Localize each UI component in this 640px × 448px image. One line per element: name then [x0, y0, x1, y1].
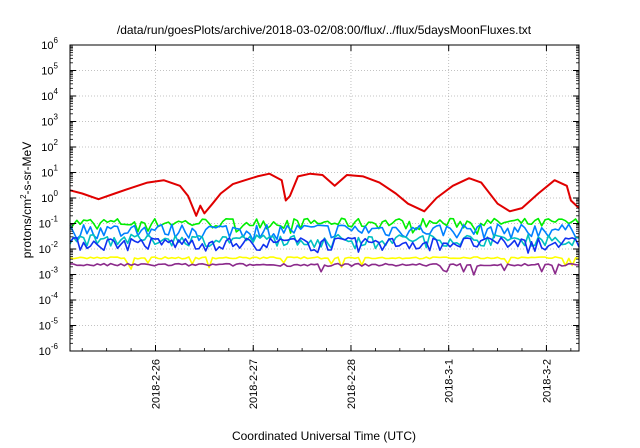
- y-tick-label: 10-4: [39, 291, 59, 307]
- y-tick-base: 10: [39, 244, 51, 256]
- y-tick-exp: 3: [54, 113, 59, 122]
- y-tick-base: 10: [39, 270, 51, 282]
- y-axis-label: protons/cm2-s-sr-MeV: [19, 142, 34, 258]
- x-tick-label: 2018-3-1: [444, 359, 456, 403]
- y-tick-exp: 6: [54, 36, 59, 45]
- y-axis-label-part2: -s-sr-MeV: [20, 142, 34, 195]
- y-tick-label: 105: [41, 62, 58, 78]
- y-tick-base: 10: [39, 219, 51, 231]
- y-tick-exp: 0: [54, 189, 59, 198]
- y-tick-exp: -3: [51, 266, 59, 275]
- series-line-5: [69, 256, 580, 270]
- x-tick-label: 2018-2-26: [151, 359, 163, 409]
- y-tick-label: 10-6: [39, 342, 59, 358]
- y-tick-base: 10: [41, 193, 53, 205]
- series-line-4: [69, 236, 580, 254]
- y-tick-exp: 5: [54, 62, 59, 71]
- series-line-0: [69, 172, 580, 217]
- y-tick-exp: -4: [51, 291, 59, 300]
- x-axis-ticks: 2018-2-26 2018-2-27 2018-2-28 2018-3-1 2018-…: [81, 45, 572, 409]
- y-tick-label: 10-1: [39, 215, 59, 231]
- y-tick-base: 10: [39, 295, 51, 307]
- y-tick-exp: -2: [51, 240, 59, 249]
- y-tick-exp: 2: [54, 138, 59, 147]
- y-tick-label: 10-2: [39, 240, 59, 256]
- grid-lines: [70, 45, 579, 351]
- series-line-6: [69, 262, 580, 276]
- x-tick-label: 2018-2-27: [248, 359, 260, 409]
- y-tick-exp: -1: [51, 215, 59, 224]
- y-tick-base: 10: [41, 66, 53, 78]
- y-tick-label: 102: [41, 138, 58, 154]
- y-tick-label: 100: [41, 189, 58, 205]
- y-tick-base: 10: [41, 40, 53, 52]
- y-tick-base: 10: [41, 117, 53, 129]
- y-tick-exp: -5: [51, 317, 59, 326]
- y-tick-base: 10: [41, 142, 53, 154]
- y-tick-exp: -6: [51, 342, 59, 351]
- y-tick-base: 10: [39, 321, 51, 333]
- y-axis-label-part1: protons/cm: [20, 199, 34, 258]
- y-tick-base: 10: [41, 168, 53, 180]
- series-line-3: [69, 233, 580, 250]
- x-axis-label: Coordinated Universal Time (UTC): [232, 429, 416, 443]
- y-tick-base: 10: [41, 91, 53, 103]
- series-line-1: [69, 217, 580, 235]
- y-tick-label: 106: [41, 36, 58, 52]
- y-tick-exp: 1: [54, 164, 59, 173]
- series-line-2: [69, 223, 580, 242]
- y-tick-label: 10-5: [39, 317, 59, 333]
- y-tick-label: 103: [41, 113, 58, 129]
- y-tick-label: 10-3: [39, 266, 59, 282]
- y-tick-label: 101: [41, 164, 58, 180]
- x-tick-label: 2018-3-2: [541, 359, 553, 403]
- series-layer: [69, 172, 580, 276]
- y-axis-ticks: 10-610-510-410-310-210-11001011021031041…: [39, 36, 579, 358]
- y-tick-label: 104: [41, 87, 58, 103]
- y-axis-label-sup: 2: [19, 194, 28, 199]
- y-tick-base: 10: [39, 346, 51, 358]
- chart-title: /data/run/goesPlots/archive/2018-03-02/0…: [117, 23, 532, 37]
- y-tick-exp: 4: [54, 87, 59, 96]
- x-tick-label: 2018-2-28: [346, 359, 358, 409]
